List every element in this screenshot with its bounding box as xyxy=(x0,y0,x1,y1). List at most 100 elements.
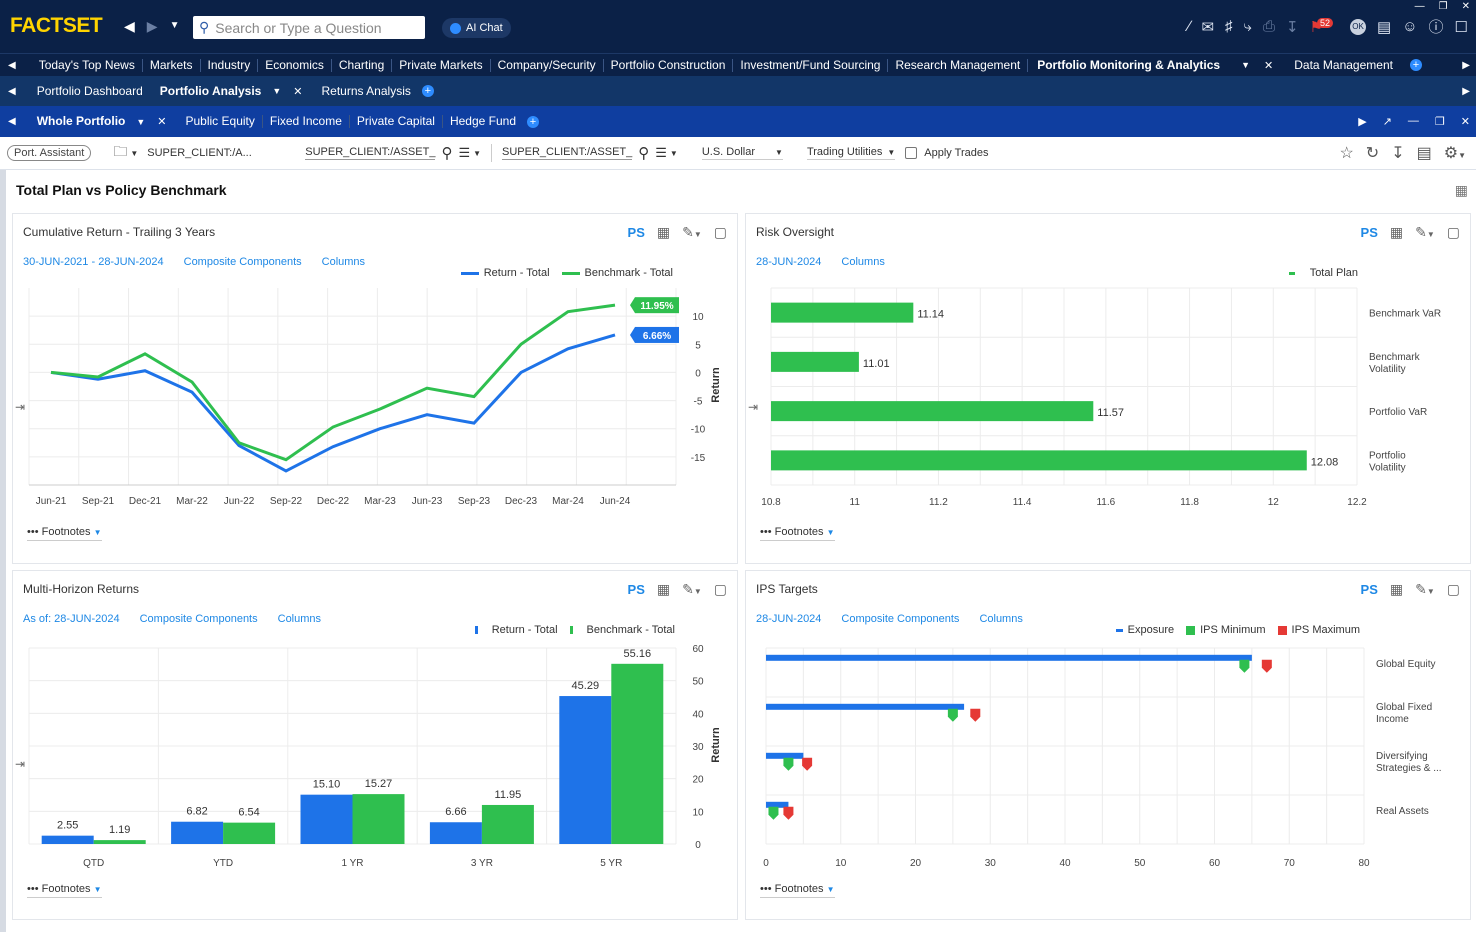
scroll-right-icon[interactable]: ▶ xyxy=(1462,59,1470,71)
nav-dropdown-icon[interactable]: ▼ xyxy=(1241,60,1251,70)
add-tab-icon[interactable]: + xyxy=(421,85,434,97)
print-icon[interactable]: ⎙ xyxy=(1262,18,1275,35)
nav-top-news[interactable]: Today's Top News xyxy=(32,58,143,72)
nav-fund-sourcing[interactable]: Investment/Fund Sourcing xyxy=(733,58,889,72)
wrench-icon[interactable]: ✎▼ xyxy=(1415,224,1435,240)
sub-public-equity[interactable]: Public Equity xyxy=(179,115,263,128)
footnotes-toggle[interactable]: ••• Footnotes ▼ xyxy=(760,883,835,898)
grid-icon[interactable]: ▦ xyxy=(1389,224,1404,240)
date-range-link[interactable]: 30-JUN-2021 - 28-JUN-2024 xyxy=(23,256,164,268)
restore-icon[interactable]: ❐ xyxy=(1438,1,1448,12)
nav-portfolio-construction[interactable]: Portfolio Construction xyxy=(604,58,734,72)
sub-whole-portfolio[interactable]: Whole Portfolio xyxy=(36,114,126,128)
share-icon[interactable]: ⤷ xyxy=(1243,18,1252,35)
footnotes-toggle[interactable]: ••• Footnotes ▼ xyxy=(760,526,835,541)
back-icon[interactable]: ◀ xyxy=(124,18,135,34)
mail-icon[interactable]: ✉ xyxy=(1201,18,1215,36)
sub-right-icon[interactable]: ▶ xyxy=(1358,116,1367,128)
grid-icon[interactable]: ▦ xyxy=(656,581,671,597)
close-panel-icon[interactable]: ✕ xyxy=(1460,116,1470,128)
maximize-icon[interactable]: ▢ xyxy=(1446,581,1460,597)
pin-icon[interactable]: ⇥ xyxy=(15,400,26,414)
nav-portfolio-monitoring[interactable]: Portfolio Monitoring & Analytics xyxy=(1037,57,1221,72)
tab-portfolio-analysis[interactable]: Portfolio Analysis xyxy=(159,83,262,98)
maximize-icon[interactable]: ▢ xyxy=(1446,224,1460,240)
maximize-icon[interactable]: ▢ xyxy=(713,581,727,597)
tab-portfolio-dashboard[interactable]: Portfolio Dashboard xyxy=(36,83,143,98)
tabs-left-icon[interactable]: ◀ xyxy=(8,85,16,97)
scroll-left-icon[interactable]: ◀ xyxy=(8,59,16,71)
port-assistant-button[interactable]: Port. Assistant xyxy=(7,145,92,161)
export-icon[interactable]: ↧ xyxy=(1391,145,1405,162)
grid-icon[interactable]: ▦ xyxy=(656,224,671,240)
benchmark-list-icon[interactable]: ☰ ▼ xyxy=(655,145,678,160)
history-dropdown-icon[interactable]: ▼ xyxy=(169,20,180,31)
wrench-icon[interactable]: ✎▼ xyxy=(1415,581,1435,597)
save-report-icon[interactable]: ▤ xyxy=(1416,145,1432,162)
report-options-icon[interactable]: ▦ xyxy=(1454,182,1468,198)
forward-icon[interactable]: ▶ xyxy=(146,18,158,34)
chat-icon[interactable]: ☐ xyxy=(1454,18,1468,36)
wrench-icon[interactable]: ✎▼ xyxy=(682,224,702,240)
nav-markets[interactable]: Markets xyxy=(143,58,201,72)
ai-chat-button[interactable]: AI Chat xyxy=(442,18,511,38)
add-nav-icon[interactable]: + xyxy=(1409,59,1422,71)
as-of-link[interactable]: As of: 28-JUN-2024 xyxy=(23,613,120,625)
nav-company-security[interactable]: Company/Security xyxy=(491,58,604,72)
minimize-panel-icon[interactable]: — xyxy=(1407,115,1419,127)
composite-components-link[interactable]: Composite Components xyxy=(841,613,960,625)
ps-button[interactable]: PS xyxy=(627,225,645,240)
sub-private-capital[interactable]: Private Capital xyxy=(350,115,443,128)
portfolio-input[interactable]: SUPER_CLIENT:/ASSET_ xyxy=(305,146,436,160)
avatar[interactable]: OK xyxy=(1350,18,1367,35)
alerts-icon[interactable]: ⚑52 xyxy=(1310,17,1339,36)
sub-hedge-fund[interactable]: Hedge Fund xyxy=(449,114,516,128)
columns-link[interactable]: Columns xyxy=(841,256,885,268)
close-window-icon[interactable]: ✕ xyxy=(1461,1,1470,12)
refresh-icon[interactable]: ↻ xyxy=(1365,145,1380,162)
restore-panel-icon[interactable]: ❐ xyxy=(1434,116,1445,128)
composite-components-link[interactable]: Composite Components xyxy=(183,256,302,268)
nav-charting[interactable]: Charting xyxy=(332,58,393,72)
benchmark-input[interactable]: SUPER_CLIENT:/ASSET_ xyxy=(502,146,633,160)
maximize-icon[interactable]: ▢ xyxy=(713,224,727,240)
portfolio-search-icon[interactable]: ⚲ xyxy=(441,145,453,162)
factset-logo[interactable]: FACTSET xyxy=(10,14,103,37)
nav-close-icon[interactable]: ✕ xyxy=(1264,59,1274,72)
ps-button[interactable]: PS xyxy=(1360,225,1378,240)
user-icon[interactable]: ☺ xyxy=(1402,18,1418,35)
folder-icon[interactable]: 🗀 ▼ xyxy=(113,143,139,159)
add-sub-icon[interactable]: + xyxy=(527,115,539,128)
account-selector[interactable]: SUPER_CLIENT:/A... xyxy=(147,147,252,159)
wrench-icon[interactable]: ✎▼ xyxy=(682,581,702,597)
favorite-star-icon[interactable]: ☆ xyxy=(1339,145,1354,162)
nav-research-management[interactable]: Research Management xyxy=(888,58,1029,72)
ratio-icon[interactable]: ∕ xyxy=(1187,18,1191,35)
bell-icon[interactable]: ♯ xyxy=(1225,18,1233,35)
tab-returns-analysis[interactable]: Returns Analysis xyxy=(321,83,411,98)
columns-link[interactable]: Columns xyxy=(979,613,1023,625)
composite-components-link[interactable]: Composite Components xyxy=(139,613,258,625)
sub-left-icon[interactable]: ◀ xyxy=(8,116,16,127)
sub-dropdown-icon[interactable]: ▼ xyxy=(136,116,146,127)
popout-icon[interactable]: ↗ xyxy=(1382,116,1392,128)
footnotes-toggle[interactable]: ••• Footnotes ▼ xyxy=(27,526,102,541)
nav-data-management[interactable]: Data Management xyxy=(1294,57,1393,72)
footnotes-toggle[interactable]: ••• Footnotes ▼ xyxy=(27,883,102,898)
nav-private-markets[interactable]: Private Markets xyxy=(392,58,491,72)
search-input[interactable]: ⚲ Search or Type a Question xyxy=(193,16,425,39)
tab-dropdown-icon[interactable]: ▼ xyxy=(272,86,282,96)
minimize-icon[interactable]: — xyxy=(1414,1,1425,12)
download-icon[interactable]: ↧ xyxy=(1285,18,1299,36)
wrench-icon[interactable]: ⚙▼ xyxy=(1443,145,1466,162)
ps-button[interactable]: PS xyxy=(1360,582,1378,597)
tab-close-icon[interactable]: ✕ xyxy=(293,85,303,98)
currency-select[interactable]: U.S. Dollar ▼ xyxy=(701,146,783,160)
date-link[interactable]: 28-JUN-2024 xyxy=(756,613,822,625)
sub-fixed-income[interactable]: Fixed Income xyxy=(263,115,350,128)
apply-trades-checkbox[interactable]: Apply Trades xyxy=(905,147,988,159)
benchmark-search-icon[interactable]: ⚲ xyxy=(638,145,650,162)
columns-link[interactable]: Columns xyxy=(277,613,322,625)
ps-button[interactable]: PS xyxy=(627,582,645,597)
nav-economics[interactable]: Economics xyxy=(258,58,332,72)
